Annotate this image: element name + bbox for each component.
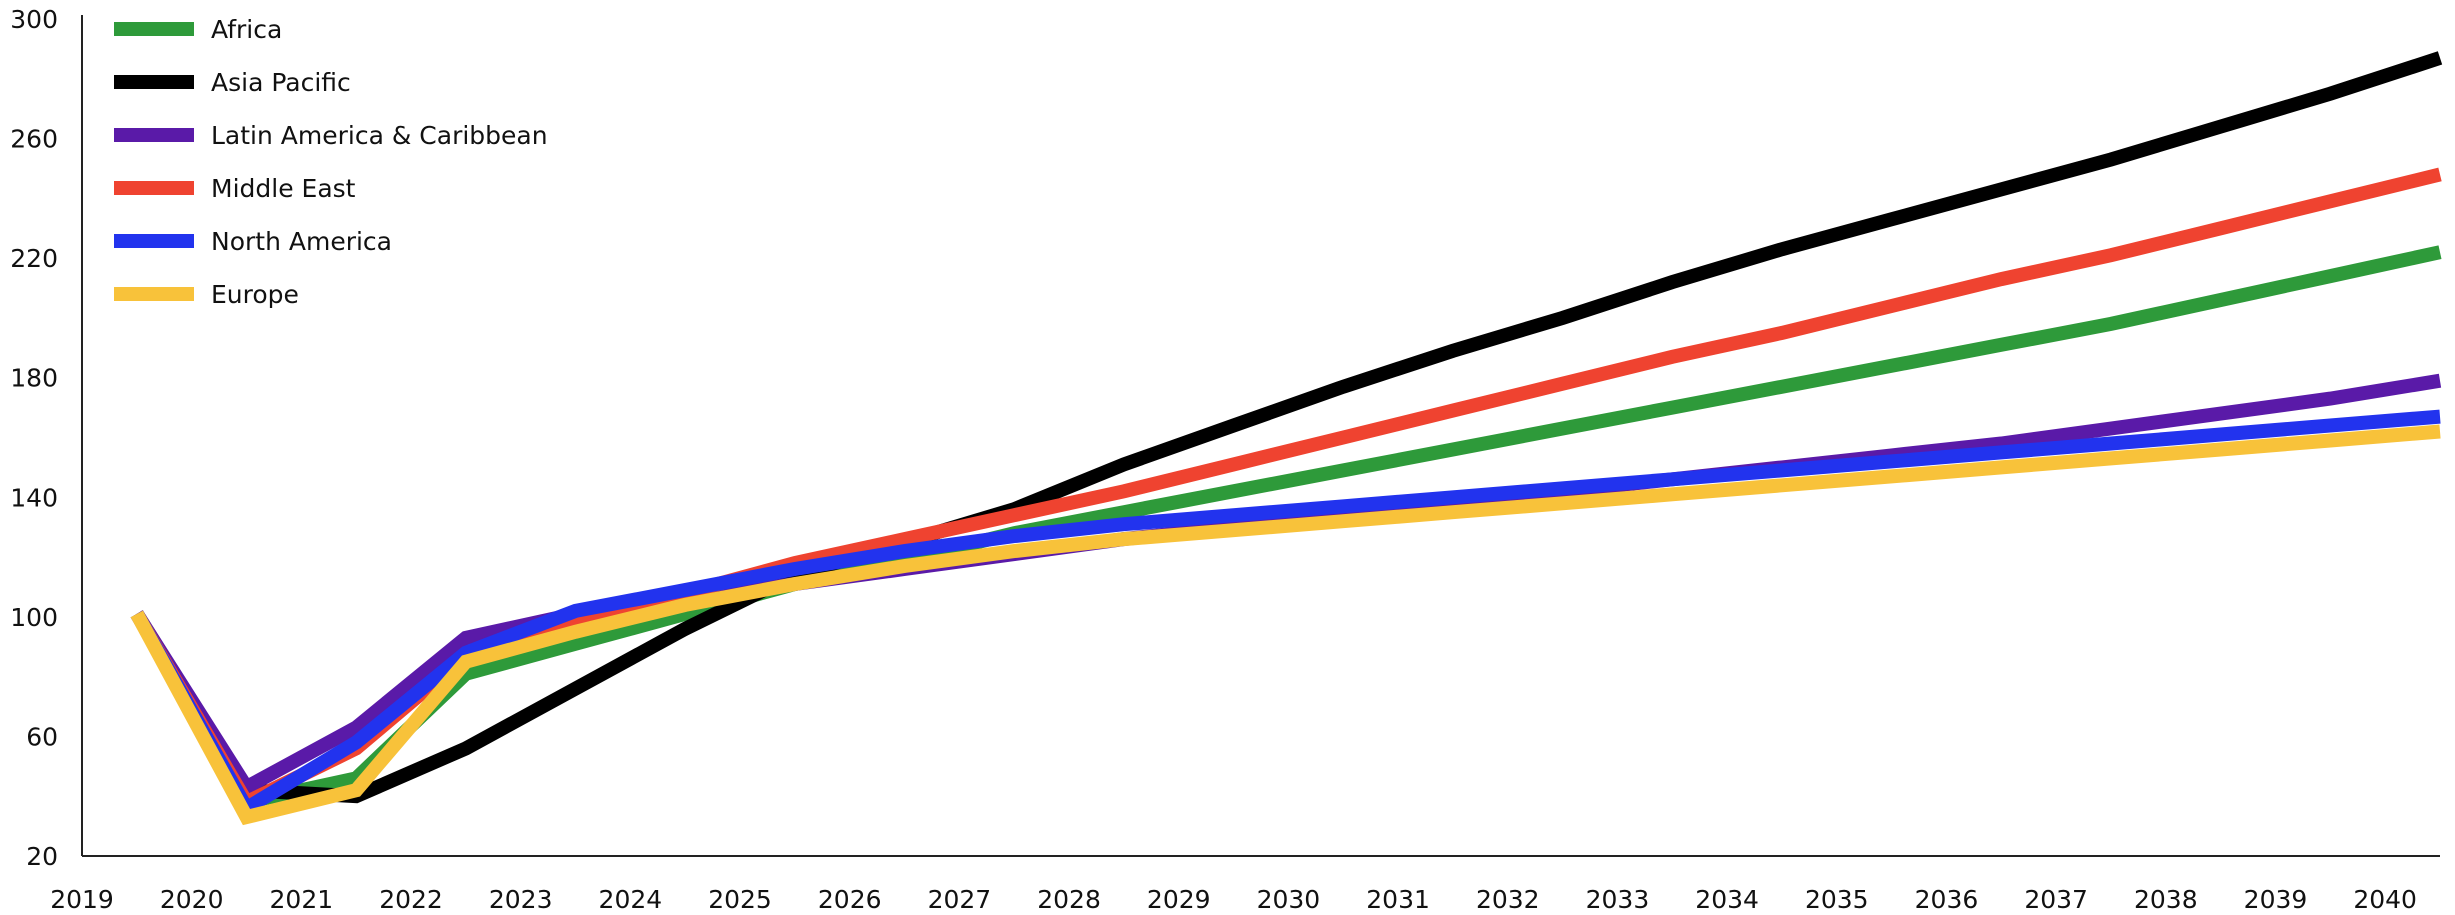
legend-swatch-latin-america-caribbean <box>114 128 194 142</box>
x-tick-label: 2033 <box>1586 885 1650 914</box>
x-tick-label: 2019 <box>50 885 114 914</box>
x-tick-label: 2037 <box>2024 885 2088 914</box>
x-tick-label: 2032 <box>1476 885 1540 914</box>
x-tick-label: 2020 <box>160 885 224 914</box>
y-tick-label: 140 <box>10 483 58 512</box>
x-tick-label: 2029 <box>1147 885 1211 914</box>
x-tick-label: 2028 <box>1037 885 1101 914</box>
series-line-asia-pacific <box>130 51 2443 804</box>
x-tick-label: 2026 <box>818 885 882 914</box>
y-tick-label: 180 <box>10 364 58 393</box>
series-lines <box>130 51 2443 826</box>
y-tick-label: 20 <box>26 842 58 871</box>
x-tick-label: 2038 <box>2134 885 2198 914</box>
x-tick-label: 2023 <box>489 885 553 914</box>
series-line-north-america <box>130 409 2441 818</box>
legend-swatch-middle-east <box>114 181 194 195</box>
legend-swatch-africa <box>114 22 194 36</box>
y-tick-label: 300 <box>10 5 58 34</box>
legend-label-middle-east: Middle East <box>211 174 356 203</box>
y-tick-label: 60 <box>26 722 58 751</box>
legend-swatch-europe <box>114 287 194 301</box>
legend-label-north-america: North America <box>211 227 392 256</box>
legend-label-latin-america-caribbean: Latin America & Caribbean <box>211 121 548 150</box>
legend: Africa Asia Pacific Latin America & Caribb… <box>114 15 548 309</box>
series-line-africa <box>130 245 2442 811</box>
x-tick-label: 2039 <box>2244 885 2308 914</box>
y-tick-label: 100 <box>10 603 58 632</box>
x-tick-label: 2027 <box>928 885 992 914</box>
x-tick-label: 2034 <box>1695 885 1759 914</box>
legend-swatch-north-america <box>114 234 194 248</box>
legend-label-asia-pacific: Asia Pacific <box>211 68 351 97</box>
legend-label-africa: Africa <box>211 15 282 44</box>
y-tick-label: 220 <box>10 244 58 273</box>
legend-label-europe: Europe <box>211 280 299 309</box>
x-tick-label: 2024 <box>599 885 663 914</box>
x-tick-label: 2035 <box>1805 885 1869 914</box>
x-tick-label: 2021 <box>270 885 334 914</box>
y-tick-label: 260 <box>10 125 58 154</box>
x-tick-label: 2022 <box>379 885 443 914</box>
axes: 20 60 100 140 180 220 260 300 2019 2020 2021 2022 20… <box>10 5 2440 914</box>
series-line-middle-east <box>130 167 2442 812</box>
x-tick-label: 2025 <box>708 885 772 914</box>
x-tick-label: 2036 <box>1915 885 1979 914</box>
series-line-europe <box>130 424 2441 826</box>
legend-swatch-asia-pacific <box>114 75 194 89</box>
x-tick-label: 2031 <box>1366 885 1430 914</box>
x-tick-label: 2030 <box>1257 885 1321 914</box>
x-tick-label: 2040 <box>2353 885 2417 914</box>
